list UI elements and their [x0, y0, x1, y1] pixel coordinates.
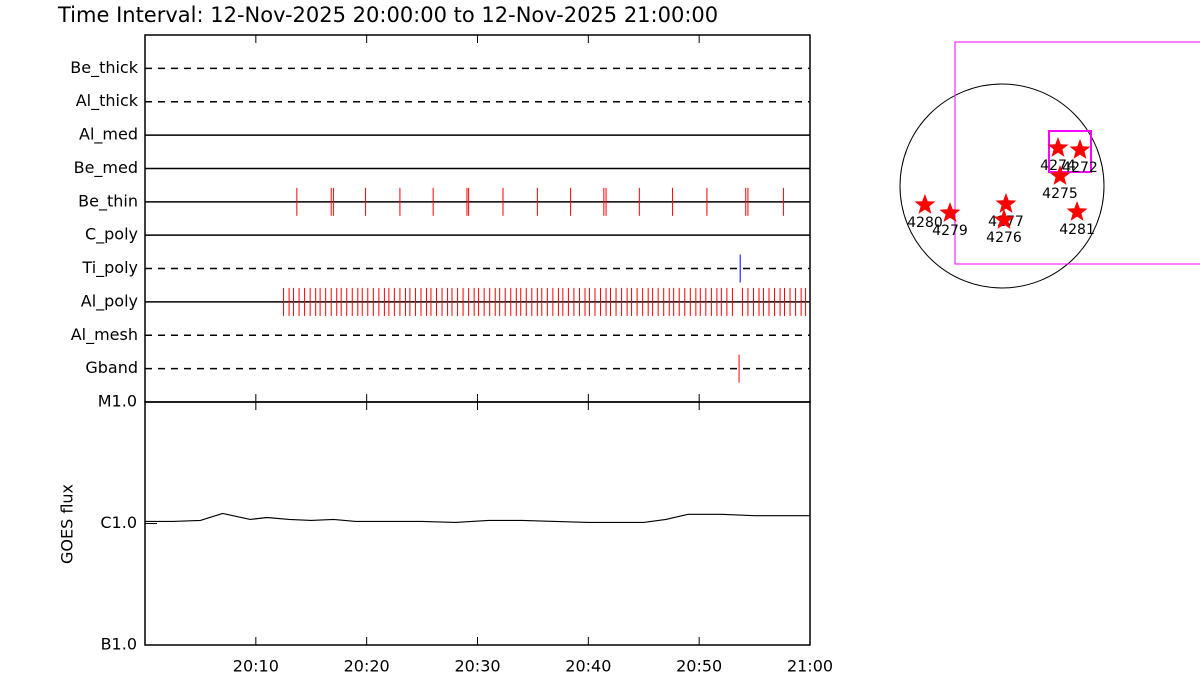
- row-label: Al_mesh: [71, 325, 138, 345]
- x-tick-label: 20:30: [454, 657, 500, 676]
- x-tick-label: 20:10: [233, 657, 279, 676]
- y-axis-label: GOES flux: [58, 484, 77, 564]
- region-label: 4274: [1040, 158, 1076, 174]
- row-label: Be_thick: [70, 58, 138, 78]
- x-tick-label: 20:50: [676, 657, 722, 676]
- x-tick-label: 20:40: [565, 657, 611, 676]
- fov-small: [1048, 130, 1092, 173]
- active-region: [1049, 165, 1071, 185]
- fov-large: [954, 41, 1200, 265]
- active-region: [995, 193, 1017, 213]
- region-label: 4281: [1059, 222, 1095, 238]
- active-region: [914, 193, 936, 214]
- region-label: 4279: [932, 223, 968, 239]
- y-tick-label: C1.0: [100, 513, 137, 532]
- region-label: 4275: [1042, 186, 1078, 202]
- row-label: Gband: [85, 358, 138, 377]
- x-tick-label: 21:00: [787, 657, 833, 676]
- timeline-frame: [144, 34, 811, 403]
- row-label: Al_poly: [81, 291, 138, 311]
- y-tick-label: B1.0: [101, 635, 137, 654]
- active-region: [939, 202, 961, 222]
- y-tick-label: M1.0: [98, 392, 137, 411]
- active-region: [993, 209, 1015, 229]
- row-label: C_poly: [85, 225, 138, 245]
- row-label: Al_thick: [76, 91, 139, 111]
- goes-curve: [145, 512, 810, 524]
- active-region: [1066, 201, 1088, 221]
- region-label: 4276: [986, 230, 1022, 246]
- region-label: 4272: [1062, 160, 1098, 176]
- active-region: [1047, 137, 1069, 157]
- row-label: Be_med: [74, 158, 138, 178]
- row-label: Al_med: [79, 125, 138, 145]
- chart-title: Time Interval: 12-Nov-2025 20:00:00 to 1…: [57, 3, 718, 27]
- solar-disk: [899, 83, 1105, 289]
- region-label: 4280: [907, 215, 943, 231]
- goes-frame: [144, 401, 811, 646]
- active-region: [1069, 139, 1091, 159]
- row-label: Ti_poly: [81, 258, 138, 278]
- x-tick-label: 20:20: [344, 657, 390, 676]
- row-label: Be_thin: [78, 191, 138, 211]
